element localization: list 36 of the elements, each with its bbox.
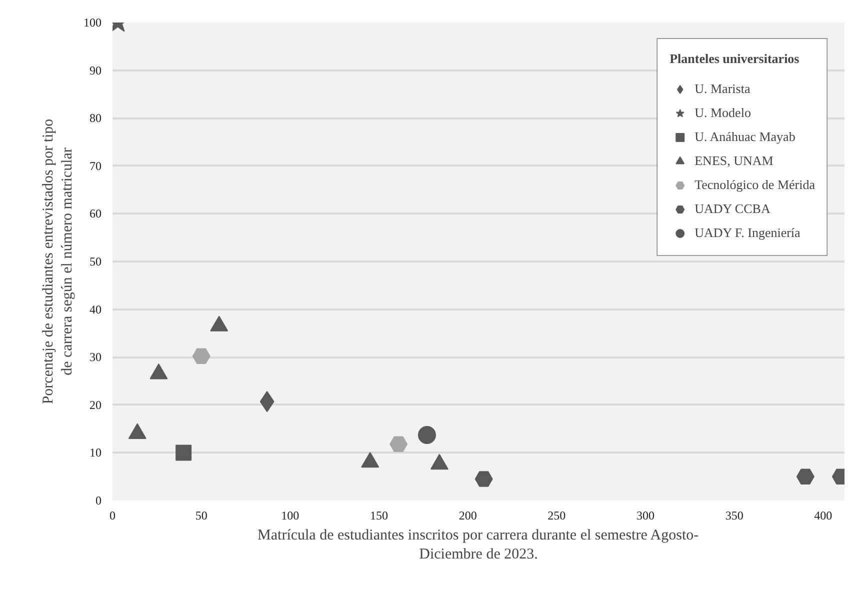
x-tick-label: 400: [814, 508, 832, 522]
x-tick-label: 0: [110, 508, 116, 522]
legend-label: U. Anáhuac Mayab: [694, 129, 796, 145]
legend-label: UADY CCBA: [694, 201, 770, 217]
point: [390, 436, 408, 452]
x-tick-label: 200: [458, 508, 477, 522]
y-tick-label: 30: [90, 350, 102, 364]
legend-title: Planteles universitarios: [670, 51, 800, 67]
point: [418, 426, 436, 444]
legend-label: UADY F. Ingeniería: [694, 225, 800, 241]
legend-label: ENES, UNAM: [694, 153, 774, 169]
y-tick-label: 100: [84, 16, 102, 30]
y-tick-label: 10: [90, 446, 102, 460]
y-tick-label: 90: [90, 63, 102, 78]
x-tick-label: 50: [195, 508, 208, 522]
point: [796, 468, 814, 484]
x-tick-label: 250: [548, 508, 566, 522]
y-tick-label: 20: [90, 398, 102, 412]
legend-label: U. Modelo: [694, 105, 751, 121]
legend-label: Tecnológico de Mérida: [694, 177, 815, 193]
y-tick-label: 60: [90, 206, 102, 221]
x-tick-label: 150: [370, 508, 388, 522]
point: [474, 471, 493, 487]
x-tick-label: 350: [725, 508, 744, 522]
point: [192, 348, 210, 364]
y-tick-label: 0: [96, 494, 102, 508]
x-tick-label: 300: [636, 508, 655, 522]
y-tick-label: 50: [90, 254, 102, 268]
y-tick-label: 70: [90, 158, 102, 173]
point: [176, 444, 192, 461]
y-tick-label: 80: [90, 111, 102, 126]
y-tick-label: 40: [90, 302, 102, 316]
x-tick-label: 100: [281, 508, 300, 522]
x-axis-title: Matrícula de estudiantes inscritos por carrera durante el semestre Agosto-Diciembre de 2023.: [258, 528, 699, 563]
legend-label: U. Marista: [694, 81, 750, 97]
y-axis-title: Porcentaje de estudiantes entrevistados por tipo de carrera según el número matricular: [40, 118, 76, 404]
